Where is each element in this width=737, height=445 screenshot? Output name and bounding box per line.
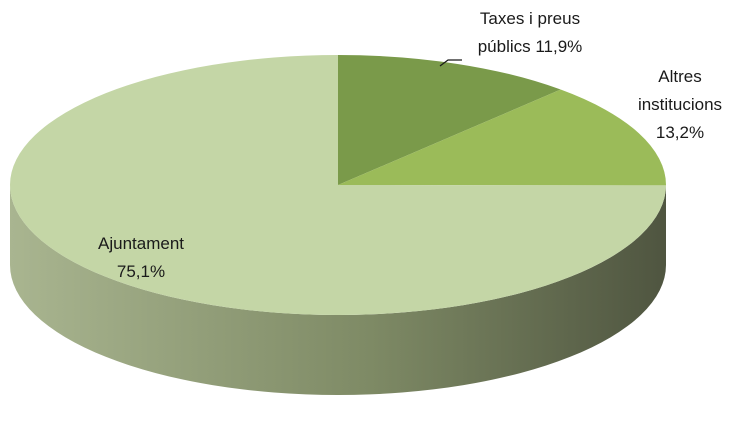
- slice-label-0: Taxes i preus públics 11,9%: [478, 9, 583, 56]
- slice-label-line: públics 11,9%: [478, 37, 583, 56]
- pie-slice-0: [338, 55, 561, 185]
- pie-side-wall: [10, 185, 666, 395]
- slice-label-line: Taxes i preus: [480, 9, 580, 28]
- slice-label-line: Altres: [658, 67, 701, 86]
- pie-top-face: [9, 55, 666, 316]
- pie-labels: Taxes i preus públics 11,9% Altres instituc…: [98, 9, 722, 281]
- pie-slice-2: [9, 55, 666, 316]
- pie-slice-1: [338, 89, 666, 186]
- slice-label-line: 75,1%: [117, 262, 165, 281]
- slice-label-line: institucions: [638, 95, 722, 114]
- slice-label-1: Altres institucions 13,2%: [638, 67, 722, 142]
- slice-label-2: Ajuntament 75,1%: [98, 234, 184, 281]
- slice-label-line: 13,2%: [656, 123, 704, 142]
- slice-label-line: Ajuntament: [98, 234, 184, 253]
- leader-line-0: [439, 59, 462, 67]
- pie-side-surface: [10, 185, 666, 395]
